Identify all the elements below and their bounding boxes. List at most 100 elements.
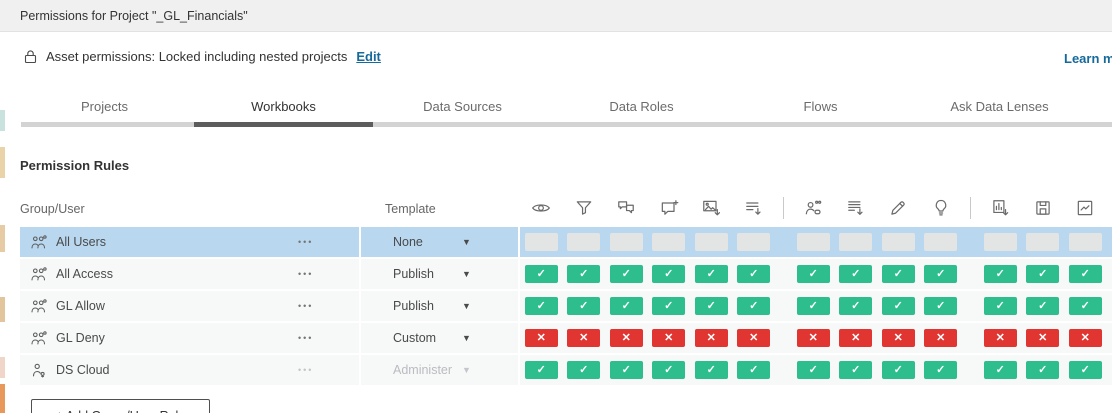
permission-cell-run-explain-data[interactable]: ✓ [924, 361, 958, 379]
template-dropdown[interactable]: Publish ▼ [361, 259, 518, 289]
permission-cell-add-comments[interactable]: ✕ [652, 329, 686, 347]
permission-rule-row-all-access[interactable]: All Access ••• Publish ▼ ✓ ✓ ✓ ✓ ✓ ✓ ✓ ✓ ✓ ✓ ✓ ✓ ✓ [0, 259, 1112, 289]
permission-cell-run-explain-data[interactable]: ✓ [924, 297, 958, 315]
permission-cell-download-workbook[interactable] [983, 233, 1017, 251]
tab-scrollbar-track[interactable] [21, 122, 1112, 127]
permission-cell-download-workbook[interactable]: ✓ [983, 265, 1017, 283]
permission-cell-download-image-pdf[interactable]: ✓ [694, 297, 728, 315]
permission-cell-share-customized[interactable]: ✕ [796, 329, 830, 347]
permission-cell-create-refresh-metrics[interactable]: ✓ [1068, 297, 1102, 315]
permission-cell-download-image-pdf[interactable] [694, 233, 728, 251]
permission-cell-download-summary-data[interactable] [737, 233, 771, 251]
permission-cell-download-full-data[interactable]: ✓ [839, 361, 873, 379]
permission-cell-view[interactable]: ✓ [524, 361, 558, 379]
permission-cell-download-image-pdf[interactable]: ✕ [694, 329, 728, 347]
tab-workbooks[interactable]: Workbooks [251, 99, 316, 114]
template-column-header: Template [385, 202, 436, 216]
permission-cell-add-comments[interactable]: ✓ [652, 265, 686, 283]
permission-cell-filter[interactable] [567, 233, 601, 251]
capability-column-download-summary-data: ✓ [733, 361, 776, 379]
permission-cell-download-summary-data[interactable]: ✓ [737, 297, 771, 315]
permission-cell-download-full-data[interactable]: ✕ [839, 329, 873, 347]
permission-cell-view-comments[interactable] [609, 233, 643, 251]
permission-rule-row-all-users[interactable]: All Users ••• None ▼ [0, 227, 1112, 257]
permission-cell-create-refresh-metrics[interactable] [1068, 233, 1102, 251]
permission-cell-download-full-data[interactable] [839, 233, 873, 251]
permission-cell-overwrite[interactable]: ✕ [1026, 329, 1060, 347]
permission-cell-filter[interactable]: ✕ [567, 329, 601, 347]
permission-rule-row-gl-deny[interactable]: GL Deny ••• Custom ▼ ✕ ✕ ✕ ✕ ✕ ✕ ✕ ✕ ✕ ✕ ✕ ✕ ✕ [0, 323, 1112, 353]
permission-cell-download-summary-data[interactable]: ✓ [737, 361, 771, 379]
row-actions-menu-button[interactable]: ••• [298, 301, 314, 311]
permission-cell-overwrite[interactable]: ✓ [1026, 265, 1060, 283]
capability-column-run-explain-data: ✓ [920, 361, 963, 379]
permission-cell-create-refresh-metrics[interactable]: ✓ [1068, 265, 1102, 283]
capability-column-download-workbook: ✓ [979, 297, 1022, 315]
permission-cell-download-workbook[interactable]: ✓ [983, 361, 1017, 379]
tab-data-roles[interactable]: Data Roles [609, 99, 674, 114]
permission-cell-run-explain-data[interactable]: ✓ [924, 265, 958, 283]
permission-cell-download-workbook[interactable]: ✓ [983, 297, 1017, 315]
row-actions-menu-button[interactable]: ••• [298, 333, 314, 343]
permission-cell-download-full-data[interactable]: ✓ [839, 265, 873, 283]
permission-cell-web-edit[interactable]: ✓ [881, 297, 915, 315]
tab-projects[interactable]: Projects [81, 99, 128, 114]
permission-cell-download-image-pdf[interactable]: ✓ [694, 361, 728, 379]
permission-cell-view-comments[interactable]: ✓ [609, 361, 643, 379]
permission-cell-view[interactable] [524, 233, 558, 251]
edit-link[interactable]: Edit [356, 49, 381, 64]
permission-cell-filter[interactable]: ✓ [567, 265, 601, 283]
permission-cell-share-customized[interactable]: ✓ [796, 361, 830, 379]
permission-cell-overwrite[interactable] [1026, 233, 1060, 251]
permission-rule-row-ds-cloud[interactable]: DS Cloud ••• Administer ▼ ✓ ✓ ✓ ✓ ✓ ✓ ✓ ✓ ✓ ✓ ✓ ✓ ✓ [0, 355, 1112, 385]
permission-cell-download-summary-data[interactable]: ✕ [737, 329, 771, 347]
tab-ask-data-lenses[interactable]: Ask Data Lenses [950, 99, 1049, 114]
permission-cell-filter[interactable]: ✓ [567, 297, 601, 315]
permission-cell-view[interactable]: ✓ [524, 297, 558, 315]
permission-rule-row-gl-allow[interactable]: GL Allow ••• Publish ▼ ✓ ✓ ✓ ✓ ✓ ✓ ✓ ✓ ✓ ✓ ✓ ✓ ✓ [0, 291, 1112, 321]
permission-cell-add-comments[interactable] [652, 233, 686, 251]
group-user-cell[interactable]: GL Allow ••• [20, 291, 359, 321]
row-actions-menu-button[interactable]: ••• [298, 365, 314, 375]
permission-cell-share-customized[interactable]: ✓ [796, 265, 830, 283]
permission-cell-share-customized[interactable]: ✓ [796, 297, 830, 315]
permission-cell-view[interactable]: ✓ [524, 265, 558, 283]
permission-cell-download-image-pdf[interactable]: ✓ [694, 265, 728, 283]
permission-cell-overwrite[interactable]: ✓ [1026, 297, 1060, 315]
permission-cell-view-comments[interactable]: ✓ [609, 297, 643, 315]
row-actions-menu-button[interactable]: ••• [298, 269, 314, 279]
row-actions-menu-button[interactable]: ••• [298, 237, 314, 247]
permission-cell-web-edit[interactable]: ✓ [881, 361, 915, 379]
permission-cell-share-customized[interactable] [796, 233, 830, 251]
template-dropdown[interactable]: Publish ▼ [361, 291, 518, 321]
permission-cell-web-edit[interactable]: ✕ [881, 329, 915, 347]
capability-column-filter [563, 233, 606, 251]
permission-cell-view-comments[interactable]: ✕ [609, 329, 643, 347]
permission-cell-add-comments[interactable]: ✓ [652, 361, 686, 379]
group-user-cell[interactable]: GL Deny ••• [20, 323, 359, 353]
add-group-user-rule-button[interactable]: + Add Group/User Rule [31, 399, 210, 413]
permission-cell-run-explain-data[interactable]: ✕ [924, 329, 958, 347]
permission-cell-filter[interactable]: ✓ [567, 361, 601, 379]
permission-cell-run-explain-data[interactable] [924, 233, 958, 251]
group-user-cell[interactable]: All Users ••• [20, 227, 359, 257]
permission-cell-download-full-data[interactable]: ✓ [839, 297, 873, 315]
permission-cell-view-comments[interactable]: ✓ [609, 265, 643, 283]
group-user-cell[interactable]: All Access ••• [20, 259, 359, 289]
tab-data-sources[interactable]: Data Sources [423, 99, 502, 114]
permission-cell-view[interactable]: ✕ [524, 329, 558, 347]
permission-cell-overwrite[interactable]: ✓ [1026, 361, 1060, 379]
tab-flows[interactable]: Flows [803, 99, 838, 114]
capability-column-create-refresh-metrics: ✕ [1064, 329, 1107, 347]
permission-cell-download-summary-data[interactable]: ✓ [737, 265, 771, 283]
permission-cell-add-comments[interactable]: ✓ [652, 297, 686, 315]
permission-cell-create-refresh-metrics[interactable]: ✕ [1068, 329, 1102, 347]
permission-cell-create-refresh-metrics[interactable]: ✓ [1068, 361, 1102, 379]
template-dropdown[interactable]: None ▼ [361, 227, 518, 257]
permission-cell-web-edit[interactable] [881, 233, 915, 251]
template-dropdown[interactable]: Custom ▼ [361, 323, 518, 353]
permission-cell-web-edit[interactable]: ✓ [881, 265, 915, 283]
group-user-cell[interactable]: DS Cloud ••• [20, 355, 359, 385]
learn-more-link[interactable]: Learn more [1064, 51, 1112, 66]
permission-cell-download-workbook[interactable]: ✕ [983, 329, 1017, 347]
